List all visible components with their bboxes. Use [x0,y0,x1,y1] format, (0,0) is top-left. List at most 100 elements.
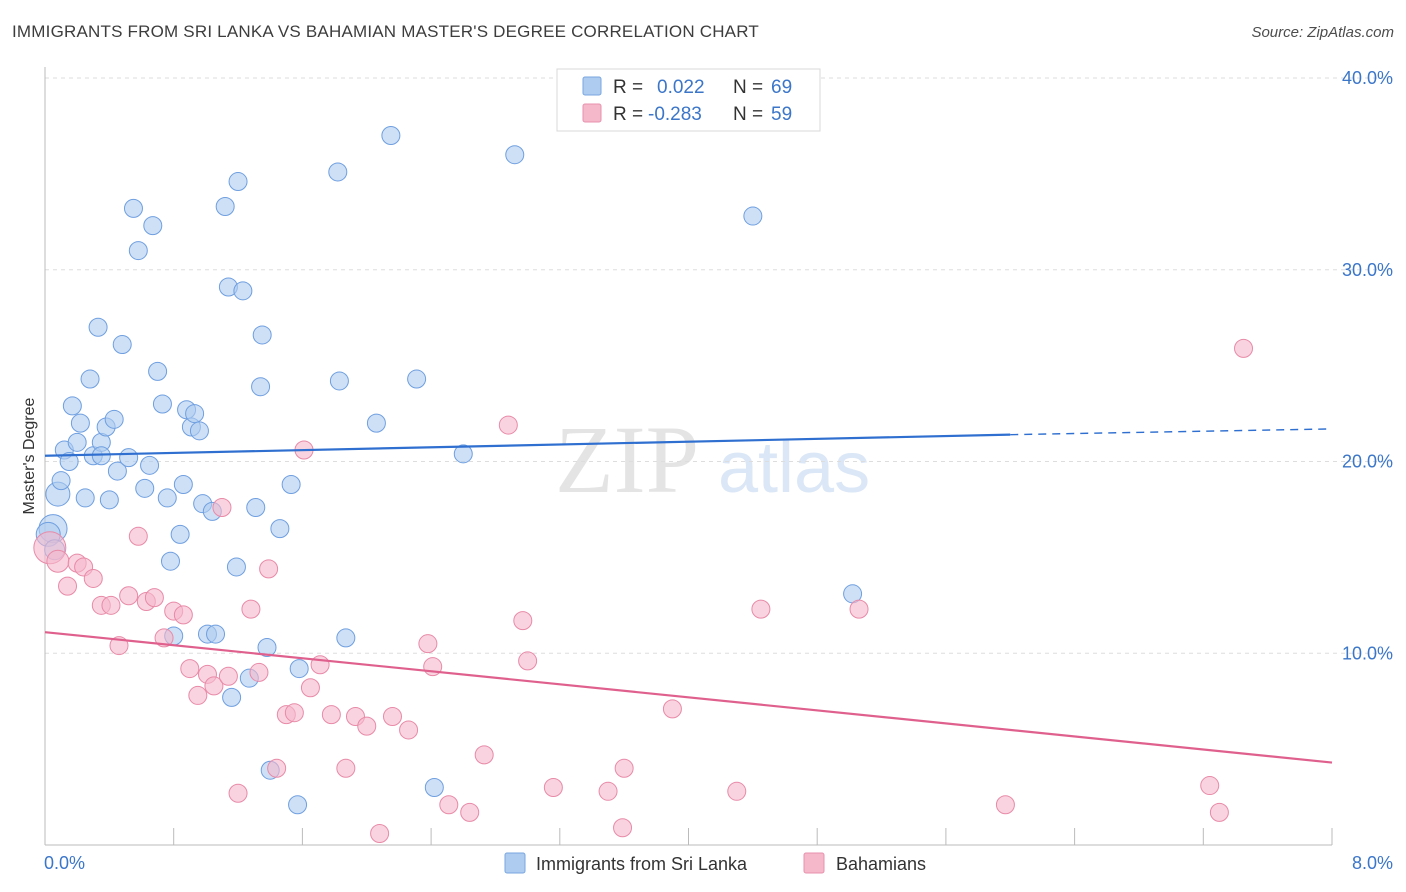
point-bahamians [357,716,377,736]
point-bahamians [173,605,193,625]
y-tick-labels: 10.0% 20.0% 30.0% 40.0% [1342,68,1393,663]
point-sri-lanka [228,172,248,192]
point-sri-lanka [173,475,193,495]
legend-r-value-2: -0.283 [648,104,702,125]
point-sri-lanka [251,377,271,397]
legend-n-value-1: 69 [771,77,792,98]
point-sri-lanka [505,145,525,165]
point-bahamians [144,588,164,608]
point-sri-lanka [189,421,209,441]
point-sri-lanka [140,455,160,475]
point-sri-lanka [119,448,139,468]
legend-r-label-1: R = [613,77,643,98]
legend-n-label-1: N = [733,77,763,98]
point-sri-lanka [123,198,143,218]
trend-line-sri-lanka-extension [1010,428,1333,436]
point-sri-lanka [328,162,348,182]
point-bahamians [418,634,438,654]
chart-title: IMMIGRANTS FROM SRI LANKA VS BAHAMIAN MA… [12,22,759,41]
point-sri-lanka [381,126,401,146]
y-tick-label: 40.0% [1342,68,1393,88]
point-bahamians [1200,776,1220,796]
trend-line-sri-lanka [44,433,1011,457]
point-sri-lanka [104,409,124,429]
legend-n-label-2: N = [733,104,763,125]
point-sri-lanka [51,471,71,491]
point-bahamians [849,599,869,619]
point-sri-lanka [407,369,427,389]
point-sri-lanka [80,369,100,389]
point-bahamians [241,599,261,619]
point-bahamians [228,783,248,803]
legend-r-label-2: R = [613,104,643,125]
point-sri-lanka [215,196,235,216]
point-bahamians [83,568,103,588]
point-bahamians [439,795,459,815]
point-bahamians [336,758,356,778]
point-bahamians [259,559,279,579]
point-sri-lanka [252,325,272,345]
trend-lines [44,428,1333,764]
point-sri-lanka [233,281,253,301]
point-bahamians [370,823,390,843]
point-bahamians [399,720,419,740]
point-sri-lanka [257,637,277,657]
point-sri-lanka [143,216,163,236]
point-sri-lanka [246,498,266,518]
point-sri-lanka [281,475,301,495]
point-bahamians [218,666,238,686]
point-sri-lanka [128,241,148,261]
point-sri-lanka [107,461,127,481]
point-bahamians [300,678,320,698]
x-ticks [173,828,1333,845]
chart-source: Source: ZipAtlas.com [1251,24,1394,41]
point-bahamians [727,781,747,801]
legend-swatch-sri-lanka [582,76,602,96]
point-bahamians [212,498,232,518]
legend-r-value-1: 0.022 [657,77,705,98]
y-tick-label: 10.0% [1342,643,1393,663]
bottom-legend-swatch-sri-lanka [504,852,526,874]
point-sri-lanka [62,396,82,416]
point-sri-lanka [289,659,309,679]
point-sri-lanka [424,777,444,797]
x-tick-label-min: 0.0% [44,853,85,873]
point-sri-lanka [67,432,87,452]
point-sri-lanka [226,557,246,577]
point-sri-lanka [329,371,349,391]
y-tick-label: 30.0% [1342,260,1393,280]
y-tick-label: 20.0% [1342,452,1393,472]
bottom-legend: Immigrants from Sri Lanka Bahamians [504,852,926,874]
point-sri-lanka [112,335,132,355]
point-sri-lanka [135,478,155,498]
point-sri-lanka [336,628,356,648]
point-bahamians [474,745,494,765]
point-sri-lanka [453,444,473,464]
point-bahamians [751,599,771,619]
point-bahamians [518,651,538,671]
point-sri-lanka [222,687,242,707]
trend-line-bahamians [44,631,1333,764]
watermark-zip: ZIP [555,406,699,513]
point-bahamians [995,795,1015,815]
point-bahamians [321,705,341,725]
point-sri-lanka [270,519,290,539]
point-bahamians [1234,338,1254,358]
point-bahamians [128,526,148,546]
point-bahamians [543,777,563,797]
y-axis-label: Master's Degree [21,397,38,514]
point-sri-lanka [206,624,226,644]
legend-n-value-2: 59 [771,104,792,125]
point-bahamians [614,758,634,778]
point-bahamians [58,576,78,596]
point-bahamians [1209,802,1229,822]
bottom-legend-label-bahamians: Bahamians [836,854,926,874]
point-sri-lanka [148,361,168,381]
legend-swatch-bahamians [582,103,602,123]
point-sri-lanka [170,524,190,544]
point-bahamians [154,628,174,648]
point-sri-lanka [288,795,308,815]
bottom-legend-swatch-bahamians [803,852,825,874]
point-bahamians [460,802,480,822]
